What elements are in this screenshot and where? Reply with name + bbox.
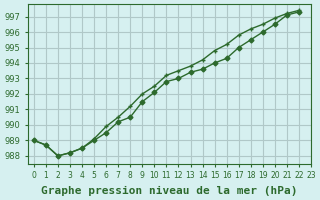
X-axis label: Graphe pression niveau de la mer (hPa): Graphe pression niveau de la mer (hPa) — [41, 186, 298, 196]
